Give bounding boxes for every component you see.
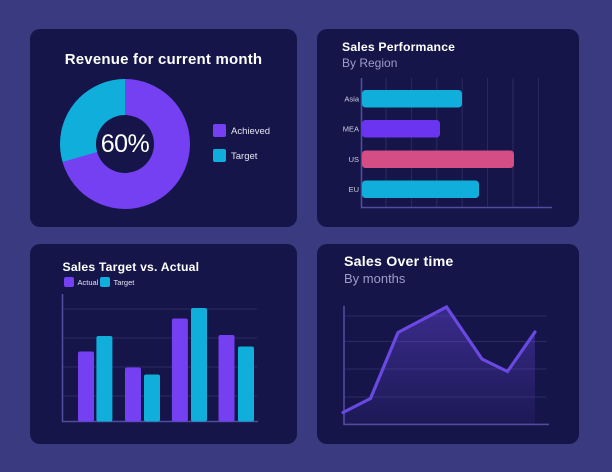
svg-text:US: US xyxy=(349,155,359,164)
svg-text:Asia: Asia xyxy=(344,95,359,104)
svg-text:EU: EU xyxy=(349,185,359,194)
svg-text:MEA: MEA xyxy=(343,125,359,134)
